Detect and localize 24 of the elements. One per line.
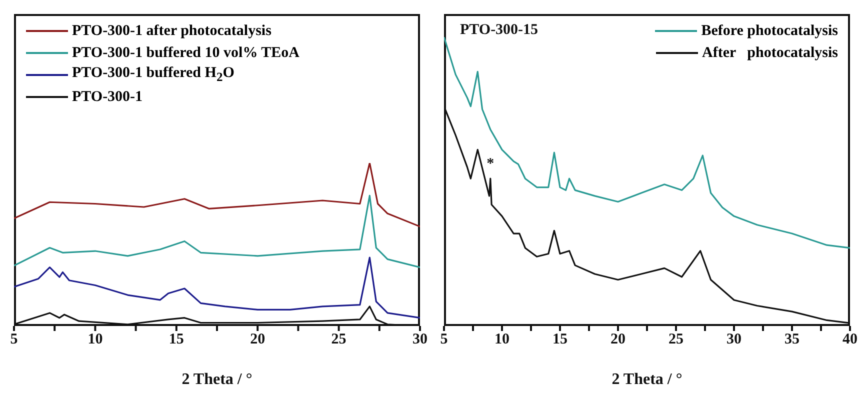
x-tick-label: 20: [250, 332, 266, 348]
x-tick-label: 10: [494, 332, 510, 348]
x-tick-label: 40: [842, 332, 858, 348]
legend-label: PTO-300-1 after photocatalysis: [72, 22, 272, 40]
x-tick-label: 30: [726, 332, 742, 348]
x-axis-title: 2 Theta / °: [612, 371, 682, 388]
x-tick-label: 35: [784, 332, 800, 348]
x-tick-label: 5: [10, 332, 18, 348]
x-tick-label: 25: [331, 332, 346, 348]
annotation: PTO-300-15: [460, 22, 538, 39]
x-tick-label: 20: [610, 332, 626, 348]
legend-label: After photocatalysis: [702, 44, 838, 62]
legend-label: Before photocatalysis: [701, 22, 838, 40]
legend-label: PTO-300-1: [72, 88, 143, 106]
x-tick-label: 5: [440, 332, 448, 348]
x-tick-label: 25: [668, 332, 684, 348]
annotation: *: [486, 156, 494, 172]
x-tick-label: 30: [412, 332, 428, 348]
x-axis-title: 2 Theta / °: [182, 371, 252, 388]
x-tick-label: 10: [88, 332, 103, 348]
legend-label: PTO-300-1 buffered H$_{2}$O: [72, 65, 234, 85]
x-tick-label: 15: [168, 332, 184, 348]
legend-label: PTO-300-1 buffered 10 vol% TEoA: [72, 44, 300, 62]
x-tick-label: 15: [552, 332, 568, 348]
